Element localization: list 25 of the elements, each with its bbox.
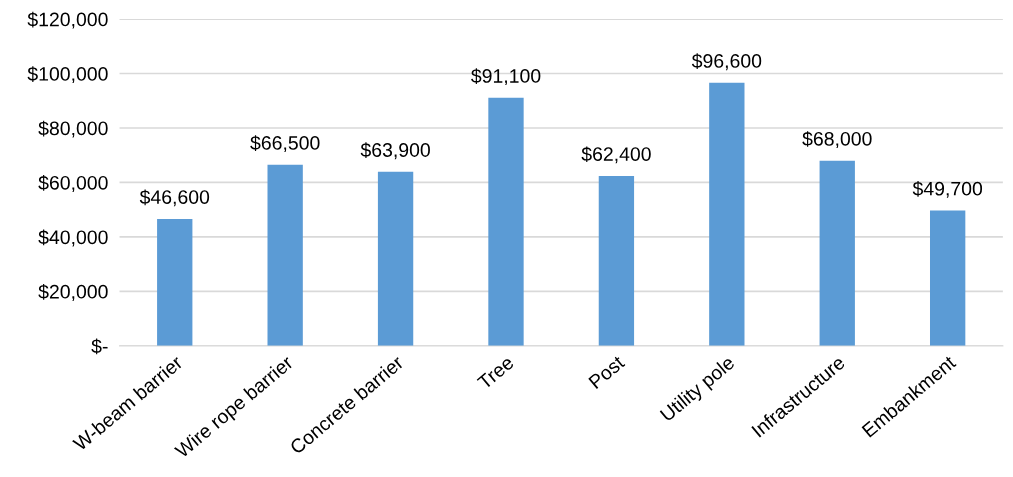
x-tick-label: Tree (476, 355, 515, 391)
y-tick-label: $100,000 (27, 66, 108, 84)
x-tick-label: Post (588, 354, 626, 390)
data-label: $96,600 (691, 53, 762, 71)
y-tick-label: $20,000 (38, 284, 108, 301)
data-label: $49,700 (912, 180, 983, 198)
bar (267, 164, 303, 346)
y-tick-label: $120,000 (27, 11, 108, 29)
y-tick-label: $- (91, 338, 108, 355)
bar (598, 175, 635, 346)
data-label: $62,400 (581, 146, 651, 164)
data-label: $68,000 (802, 131, 872, 149)
bar (377, 171, 414, 346)
bar (709, 82, 745, 346)
data-label: $46,600 (139, 189, 210, 207)
bar (819, 160, 855, 346)
bar (488, 97, 524, 346)
y-tick-label: $80,000 (38, 120, 108, 138)
bar (157, 218, 193, 346)
data-label: $91,100 (471, 68, 541, 86)
data-label: $63,900 (360, 142, 430, 160)
data-label: $66,500 (250, 135, 320, 153)
y-tick-label: $60,000 (38, 175, 108, 192)
bar (929, 210, 966, 346)
y-tick-label: $40,000 (38, 229, 108, 247)
